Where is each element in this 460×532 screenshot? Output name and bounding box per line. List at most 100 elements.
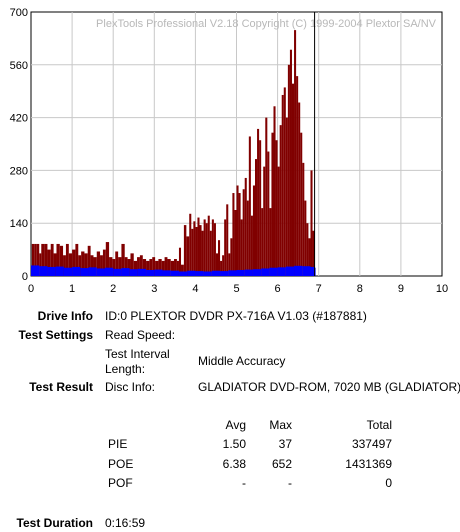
x-tick-label-2: 2 [110, 283, 116, 295]
poe-bar-61 [205, 223, 208, 276]
test-interval-value: Middle Accuracy [198, 354, 286, 368]
poe-bar-69 [222, 255, 225, 276]
poe-bar-71 [226, 204, 229, 276]
row-pie-name: PIE [108, 437, 128, 451]
poe-bar-65 [213, 223, 216, 276]
poe-bar-68 [220, 260, 223, 276]
poe-bar-43 [161, 260, 165, 276]
pie-bar-5 [72, 266, 81, 276]
poe-bar-3 [39, 253, 42, 276]
poe-bar-38 [146, 260, 150, 276]
poe-bar-11 [63, 255, 66, 276]
poe-bar-9 [56, 243, 60, 276]
poe-series [31, 30, 315, 277]
poe-bar-103 [291, 83, 295, 277]
pie-bar-11 [121, 268, 130, 276]
poe-bar-35 [137, 257, 140, 276]
row-pof-avg: - [242, 476, 246, 490]
pie-bar-4 [63, 267, 73, 276]
poe-bar-57 [197, 217, 200, 276]
poe-bar-83 [250, 215, 253, 276]
chart-watermark: PlexTools Professional V2.18 Copyright (… [96, 18, 437, 30]
poe-bar-80 [244, 177, 247, 276]
poe-bar-54 [191, 228, 194, 276]
test-interval-label-line2: Length: [105, 362, 146, 376]
poe-bar-99 [283, 87, 286, 276]
pie-bar-26 [244, 269, 253, 276]
poe-bar-77 [238, 193, 241, 276]
poe-bar-88 [261, 208, 264, 276]
poe-bar-97 [279, 125, 282, 277]
pie-bar-12 [129, 269, 138, 276]
poe-bar-100 [285, 117, 288, 276]
poe-bar-84 [252, 185, 255, 276]
x-tick-label-4: 4 [192, 283, 198, 295]
poe-bar-10 [59, 245, 64, 276]
disc-info-value: GLADIATOR DVD-ROM, 7020 MB (GLADIATOR) [198, 380, 460, 394]
poe-bar-94 [273, 106, 276, 277]
poe-bar-15 [75, 243, 79, 276]
y-tick-label-560: 560 [10, 60, 28, 72]
row-pie-max: 37 [278, 437, 292, 451]
row-poe-total: 1431369 [345, 457, 392, 471]
poe-bar-101 [287, 64, 290, 276]
poe-bar-21 [93, 257, 97, 276]
poe-bar-72 [228, 253, 231, 276]
drive-info-value: ID:0 PLEXTOR DVDR PX-716A V1.03 (#187881… [105, 309, 367, 323]
poe-bar-90 [265, 117, 268, 276]
poe-bar-58 [199, 225, 202, 276]
poe-bar-74 [232, 193, 235, 276]
poe-bar-28 [115, 251, 119, 276]
poe-bar-75 [234, 210, 237, 276]
poe-bar-4 [41, 243, 45, 276]
poe-bar-50 [181, 264, 184, 276]
poe-bar-102 [289, 49, 292, 276]
poe-bar-87 [259, 140, 262, 276]
row-poe-name: POE [108, 457, 134, 471]
x-axis: 0 1 2 3 4 5 6 7 8 9 10 [28, 283, 448, 295]
test-settings-label: Test Settings [18, 328, 93, 342]
row-pof-max: - [288, 476, 292, 490]
x-tick-label-5: 5 [233, 283, 239, 295]
poe-bar-73 [230, 238, 233, 276]
poe-bar-13 [68, 253, 73, 276]
x-tick-label-8: 8 [357, 283, 363, 295]
pie-bar-32 [294, 265, 303, 276]
poe-bar-45 [167, 259, 171, 276]
y-axis: 0 140 280 420 560 700 [10, 7, 28, 283]
poe-bar-12 [65, 243, 69, 276]
poe-bar-31 [124, 257, 128, 276]
drive-info-label: Drive Info [37, 309, 93, 323]
disc-info-label: Disc Info: [105, 380, 156, 394]
poe-bar-86 [257, 128, 260, 276]
poe-bar-92 [269, 208, 272, 276]
test-duration-value: 0:16:59 [105, 516, 146, 530]
poe-bar-27 [112, 259, 116, 276]
pie-bar-34 [310, 266, 315, 276]
pie-bar-25 [236, 269, 245, 276]
poe-bar-112 [310, 170, 313, 276]
poe-bar-98 [281, 94, 284, 276]
poe-bar-26 [109, 257, 113, 276]
poe-bar-44 [164, 257, 168, 276]
poe-bar-19 [87, 245, 91, 276]
pie-bar-24 [228, 270, 237, 276]
test-result-label: Test Result [29, 380, 93, 394]
error-chart: PlexTools Professional V2.18 Copyright (… [10, 7, 448, 295]
pie-bar-33 [302, 266, 311, 276]
poe-bar-51 [183, 225, 187, 276]
row-pof-total: 0 [385, 476, 392, 490]
poe-bar-29 [118, 257, 122, 276]
row-pie-total: 337497 [351, 437, 392, 451]
pie-bar-18 [178, 271, 188, 276]
y-tick-label-420: 420 [10, 113, 28, 125]
poe-bar-78 [240, 219, 243, 276]
poe-bar-5 [44, 243, 48, 276]
pie-bar-29 [269, 267, 278, 276]
poe-bar-32 [127, 259, 131, 276]
poe-bar-106 [298, 102, 301, 276]
test-duration-label: Test Duration [16, 516, 93, 530]
poe-bar-33 [130, 253, 134, 276]
poe-bar-93 [271, 132, 274, 276]
poe-bar-1 [34, 243, 37, 276]
